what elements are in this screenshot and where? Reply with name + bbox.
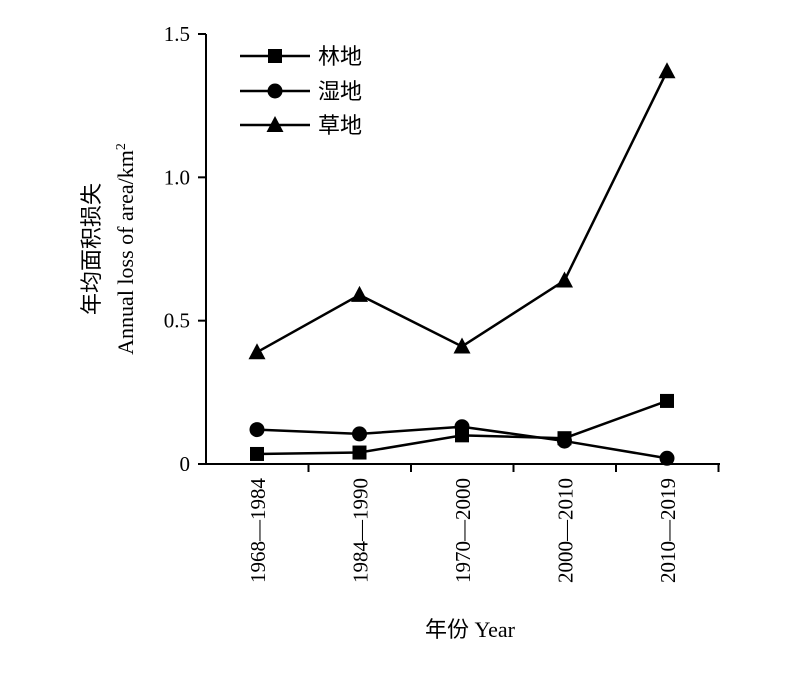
series-circle: [249, 419, 675, 466]
legend-label: 草地: [318, 113, 362, 138]
y-axis-ticks: 0 0.5 1.0 1.5: [164, 22, 206, 476]
y-tick-label: 1.5: [164, 22, 190, 46]
x-axis-ticks: 1968—1984 1984—1990 1970—2000 2000—2010 2010…: [246, 464, 720, 584]
y-tick-label: 0: [180, 452, 191, 476]
data-point: [659, 450, 675, 466]
data-point: [658, 62, 676, 79]
legend-item: 草地: [240, 113, 362, 138]
y-axis-label-superscript: 2: [114, 143, 129, 150]
legend-item: 林地: [240, 44, 362, 69]
data-point: [556, 271, 573, 288]
x-tick-label: 1968—1984: [246, 478, 270, 584]
y-axis-label-chinese: 年均面积损失: [79, 183, 104, 315]
x-tick-label: 1970—2000: [451, 478, 475, 583]
legend-marker: [266, 116, 284, 132]
y-axis-label-text: Annual loss of area/km: [113, 150, 138, 355]
x-tick-label: 2000—2010: [554, 478, 578, 583]
x-tick-label: 2010—2019: [656, 478, 680, 583]
series-triangle: [248, 62, 676, 360]
x-axis-label: 年份 Year: [425, 617, 516, 642]
data-point: [660, 393, 674, 408]
axes: [205, 34, 720, 465]
y-tick-label: 1.0: [164, 165, 190, 189]
x-tick-label: 1984—1990: [349, 478, 373, 583]
data-point: [453, 337, 471, 354]
y-tick-label: 0.5: [164, 309, 190, 333]
data-point: [352, 445, 367, 460]
legend-item: 湿地: [240, 79, 362, 104]
data-point: [248, 343, 266, 360]
data-point: [351, 285, 368, 302]
data-point: [250, 446, 264, 461]
data-point: [557, 433, 572, 449]
series-layer: [248, 62, 676, 466]
data-point: [352, 426, 367, 442]
data-point: [454, 419, 470, 435]
legend-marker: [267, 83, 283, 99]
data-point: [249, 422, 265, 438]
legend-label: 湿地: [318, 79, 362, 104]
legend-marker: [268, 49, 282, 63]
legend-label: 林地: [318, 44, 362, 69]
y-axis-label-english: Annual loss of area/km2: [113, 143, 138, 355]
